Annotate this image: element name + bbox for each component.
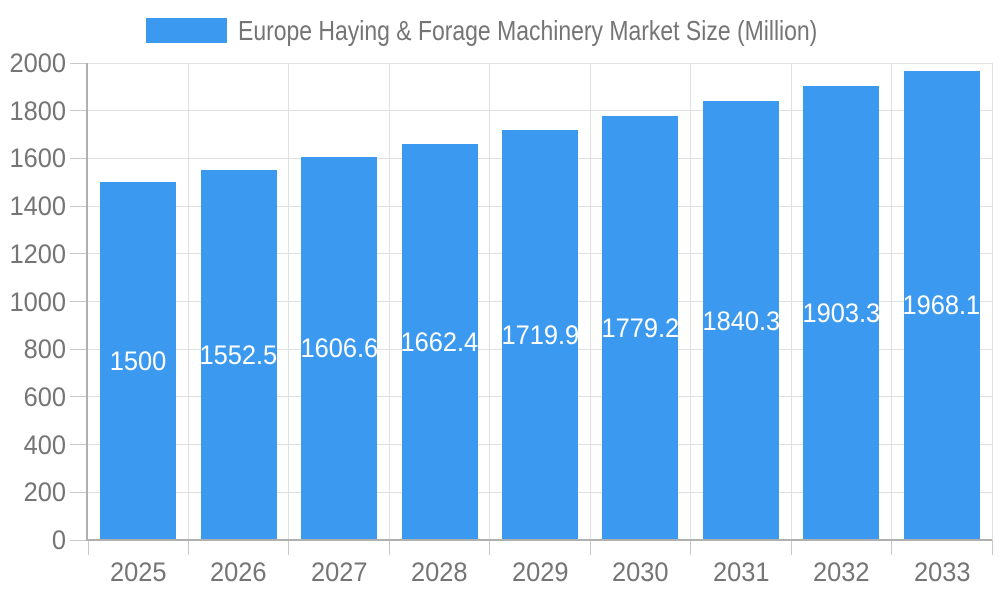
y-axis-label: 600: [23, 381, 66, 412]
y-axis-tick: [70, 157, 88, 159]
y-axis-tick: [70, 396, 88, 398]
v-gridline: [489, 63, 491, 540]
v-gridline: [187, 63, 189, 540]
x-axis-label: 2031: [712, 557, 770, 587]
bar-value-label: 1968.1: [902, 290, 981, 321]
y-axis-line: [86, 63, 88, 540]
y-axis-tick: [70, 348, 88, 350]
y-axis-tick: [70, 539, 88, 541]
x-axis-line: [86, 539, 992, 541]
y-axis-label: 2000: [9, 48, 66, 78]
v-gridline: [790, 63, 792, 540]
y-axis-tick: [70, 110, 88, 112]
bar[interactable]: 1903.3: [802, 86, 881, 540]
v-gridline: [388, 63, 390, 540]
x-axis-label: 2025: [109, 557, 167, 587]
y-axis-label: 0: [51, 525, 66, 555]
bar[interactable]: 1779.2: [601, 115, 680, 540]
y-axis-label: 1000: [9, 286, 66, 317]
y-axis-tick: [70, 62, 88, 64]
legend-swatch: [146, 18, 227, 43]
y-axis-label: 1600: [9, 143, 66, 174]
bar-value-label: 1719.9: [501, 319, 579, 350]
v-gridline: [589, 63, 591, 540]
y-axis-label: 1400: [9, 191, 66, 222]
x-axis-tick: [589, 540, 591, 555]
x-axis-tick: [288, 540, 290, 555]
v-gridline: [690, 63, 692, 540]
y-axis-label: 400: [23, 429, 66, 460]
bar-value-label: 1662.4: [400, 326, 479, 357]
h-gridline: [88, 110, 992, 112]
y-axis-tick: [70, 491, 88, 493]
y-axis-label: 1200: [9, 238, 66, 269]
bar-value-label: 1552.5: [199, 339, 278, 370]
x-axis-label: 2033: [913, 557, 970, 587]
bar[interactable]: 1662.4: [400, 143, 479, 540]
x-axis-tick: [891, 540, 893, 555]
bar-value-label: 1779.2: [601, 312, 680, 343]
x-axis-label: 2027: [310, 557, 368, 587]
x-axis-label: 2028: [411, 557, 468, 587]
bar[interactable]: 1606.6: [300, 156, 378, 540]
y-axis-tick: [70, 205, 88, 207]
legend-label: Europe Haying & Forage Machinery Market …: [238, 15, 818, 46]
y-axis-tick: [70, 253, 88, 255]
bar[interactable]: 1719.9: [501, 129, 579, 540]
x-axis-tick: [388, 540, 390, 555]
v-gridline: [991, 63, 993, 540]
y-axis-label: 800: [23, 334, 66, 365]
bar-value-label: 1500: [109, 346, 167, 377]
y-axis-tick: [70, 444, 88, 446]
y-axis-label: 200: [23, 477, 66, 508]
y-axis-tick: [70, 301, 88, 302]
x-axis-tick: [87, 540, 89, 555]
x-axis-tick: [991, 540, 993, 555]
h-gridline: [88, 62, 992, 64]
bar-value-label: 1840.3: [702, 305, 780, 336]
v-gridline: [288, 63, 290, 540]
x-axis-label: 2026: [210, 557, 267, 587]
x-axis-label: 2032: [813, 557, 870, 587]
x-axis-tick: [790, 540, 792, 555]
v-gridline: [891, 63, 893, 540]
x-axis-tick: [489, 540, 491, 555]
bar[interactable]: 1840.3: [702, 101, 780, 540]
bar-value-label: 1606.6: [300, 333, 378, 364]
bar[interactable]: 1968.1: [902, 70, 981, 540]
x-axis-label: 2029: [511, 557, 569, 587]
x-axis-label: 2030: [612, 557, 669, 587]
y-axis-label: 1800: [9, 95, 66, 126]
x-axis-tick: [187, 540, 189, 555]
bar[interactable]: 1500: [100, 182, 177, 540]
bar-value-label: 1903.3: [802, 298, 881, 329]
bar[interactable]: 1552.5: [199, 169, 278, 540]
x-axis-tick: [690, 540, 692, 555]
